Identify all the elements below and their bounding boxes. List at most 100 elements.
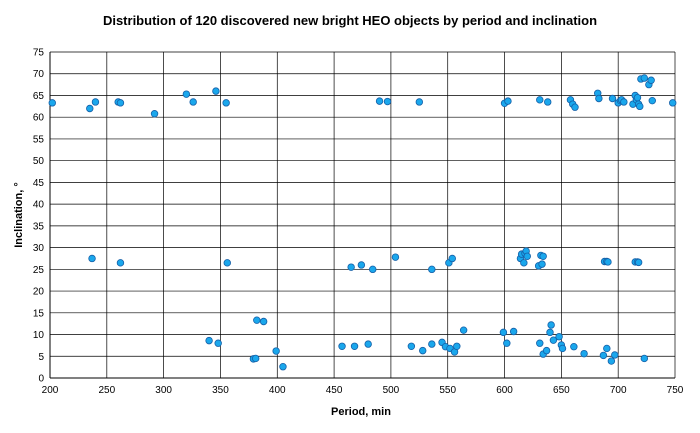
data-point <box>509 327 518 336</box>
data-point <box>544 98 552 106</box>
data-point <box>640 354 649 363</box>
data-point <box>549 336 558 344</box>
x-tick-label: 300 <box>155 385 172 396</box>
data-point <box>272 347 280 355</box>
data-point <box>182 90 191 98</box>
x-tick-label: 500 <box>383 385 400 396</box>
data-point <box>504 97 512 105</box>
data-point <box>253 316 261 324</box>
x-axis-title: Period, min <box>331 406 391 418</box>
data-point <box>347 263 355 271</box>
data-point <box>88 254 96 263</box>
data-point <box>453 342 461 350</box>
y-tick-label: 10 <box>33 330 45 341</box>
y-tick-label: 35 <box>33 221 45 232</box>
data-point <box>391 253 400 261</box>
y-tick-label: 65 <box>33 91 45 102</box>
data-point <box>520 259 528 267</box>
data-point <box>539 252 547 260</box>
data-point <box>555 333 563 341</box>
data-point <box>636 102 644 111</box>
y-tick-label: 40 <box>33 200 45 211</box>
data-point <box>116 259 125 267</box>
data-point <box>620 98 628 106</box>
data-point <box>415 98 424 106</box>
data-point <box>542 346 551 355</box>
data-point <box>523 252 531 260</box>
data-point <box>338 342 346 350</box>
data-point <box>546 328 554 337</box>
data-point <box>214 339 222 347</box>
data-point <box>547 321 555 329</box>
data-point <box>428 265 436 274</box>
data-point <box>350 342 359 350</box>
data-point <box>459 326 468 334</box>
data-point <box>212 87 220 95</box>
data-point <box>375 97 384 105</box>
data-point <box>607 357 616 365</box>
data-point <box>279 362 287 371</box>
x-tick-label: 200 <box>42 385 59 396</box>
data-point <box>364 340 372 348</box>
y-tick-label: 50 <box>33 156 45 167</box>
data-point <box>419 346 427 355</box>
data-point <box>91 98 100 106</box>
data-point <box>669 99 677 107</box>
data-point <box>428 340 436 348</box>
data-point <box>86 104 94 113</box>
y-tick-label: 45 <box>33 178 45 189</box>
data-point <box>536 96 544 104</box>
data-point <box>499 328 508 337</box>
data-point <box>536 339 544 347</box>
data-point <box>259 317 268 326</box>
data-point <box>48 99 56 107</box>
y-tick-label: 70 <box>33 69 45 80</box>
data-point <box>633 93 642 102</box>
axes <box>49 52 675 379</box>
data-point <box>223 259 231 267</box>
y-tick-label: 25 <box>33 265 45 276</box>
data-point <box>383 97 392 106</box>
data-point <box>580 349 588 358</box>
y-tick-label: 0 <box>38 374 44 385</box>
data-point <box>448 254 456 263</box>
data-point <box>503 339 511 347</box>
x-tick-label: 750 <box>667 385 684 396</box>
y-axis-title: Inclination, ° <box>13 182 25 248</box>
data-point <box>571 103 579 111</box>
x-tick-label: 450 <box>326 385 343 396</box>
data-point <box>251 354 260 363</box>
data-point <box>634 258 643 267</box>
grid-lines <box>50 51 676 378</box>
data-point <box>599 351 608 360</box>
data-point <box>570 343 578 351</box>
x-tick-label: 350 <box>212 385 229 396</box>
data-point <box>205 336 213 345</box>
chart-title: Distribution of 120 discovered new brigh… <box>103 13 597 28</box>
tick-labels: 0 5 10 15 20 25 30 35 40 45 50 55 60 65 70 75 200 250 300 3… <box>33 48 684 397</box>
x-tick-label: 400 <box>269 385 286 396</box>
data-point <box>407 342 416 350</box>
data-point <box>538 260 546 268</box>
data-point <box>222 99 230 107</box>
data-point <box>648 96 656 105</box>
data-point <box>558 344 567 353</box>
x-tick-label: 600 <box>496 385 513 396</box>
x-tick-label: 700 <box>610 385 627 396</box>
data-point <box>116 99 125 107</box>
data-point <box>608 94 617 103</box>
y-tick-label: 30 <box>33 243 45 254</box>
data-point <box>611 351 619 359</box>
data-point <box>647 76 655 84</box>
data-point <box>369 265 377 274</box>
data-point <box>189 98 197 106</box>
data-point <box>604 258 612 266</box>
y-tick-label: 60 <box>33 113 45 124</box>
y-tick-label: 75 <box>33 48 45 59</box>
data-point <box>357 261 366 269</box>
y-tick-label: 5 <box>38 352 44 363</box>
x-tick-label: 550 <box>439 385 456 396</box>
data-point <box>603 344 611 353</box>
